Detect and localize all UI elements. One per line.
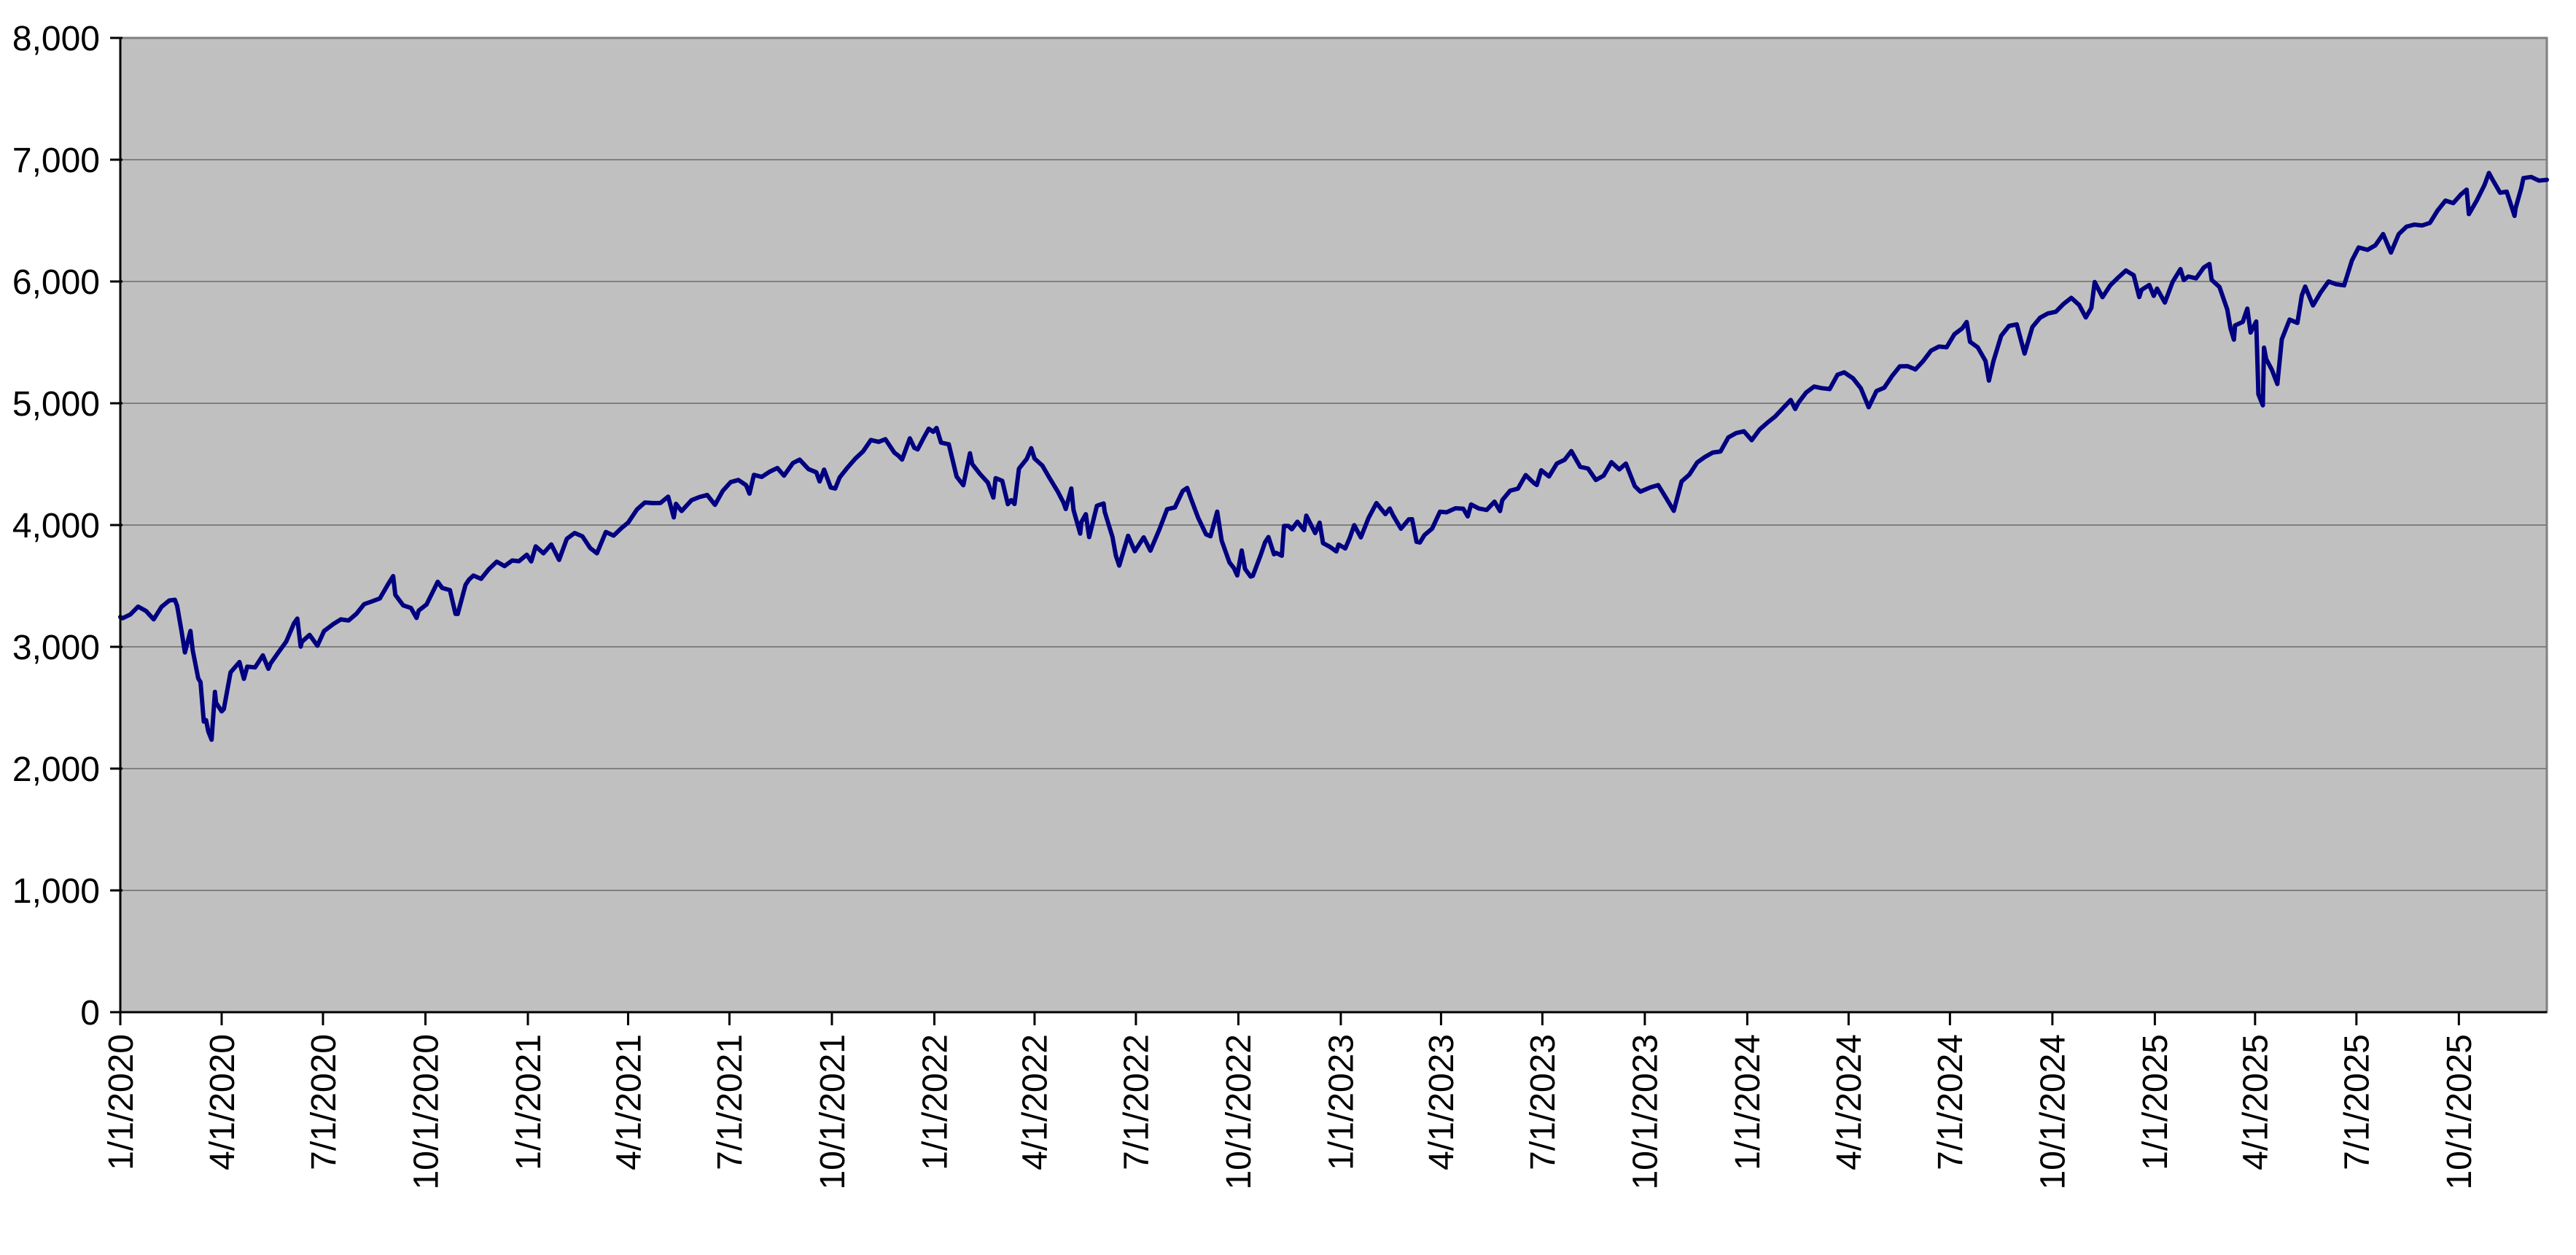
price-line [118,171,2549,742]
y-axis-label: 1,000 [12,872,100,911]
x-axis-label: 4/1/2022 [1016,1034,1055,1170]
x-axis-label: 10/1/2022 [1220,1034,1258,1190]
x-axis-label: 1/1/2020 [102,1034,141,1170]
x-axis-label: 4/1/2020 [203,1034,242,1170]
x-axis-label: 7/1/2025 [2338,1034,2377,1170]
x-axis-label: 10/1/2023 [1627,1034,1665,1190]
x-axis-label: 10/1/2025 [2440,1034,2479,1190]
x-axis-label: 4/1/2023 [1423,1034,1461,1170]
x-axis-label: 1/1/2021 [510,1034,548,1170]
y-axis-label: 3,000 [12,629,100,667]
y-axis-label: 8,000 [12,20,100,58]
x-axis-label: 7/1/2023 [1524,1034,1563,1170]
y-axis-label: 7,000 [12,141,100,180]
x-axis-label: 1/1/2025 [2136,1034,2175,1170]
y-axis-label: 5,000 [12,385,100,424]
x-axis-label: 1/1/2024 [1729,1034,1767,1170]
x-axis-label: 1/1/2022 [916,1034,954,1170]
y-axis-label: 0 [80,994,100,1033]
x-axis-label: 10/1/2021 [814,1034,852,1190]
x-axis-label: 4/1/2025 [2237,1034,2276,1170]
x-axis-label: 4/1/2024 [1830,1034,1869,1170]
x-axis-label: 7/1/2022 [1118,1034,1156,1170]
x-axis-label: 1/1/2023 [1323,1034,1361,1170]
x-axis-label: 7/1/2021 [711,1034,750,1170]
x-axis-label: 7/1/2024 [1931,1034,1970,1170]
y-axis-label: 2,000 [12,750,100,789]
x-axis-label: 4/1/2021 [610,1034,648,1170]
x-axis-label: 10/1/2020 [407,1034,445,1190]
x-axis-label: 7/1/2020 [305,1034,343,1170]
y-axis-label: 4,000 [12,507,100,545]
y-axis-label: 6,000 [12,263,100,302]
x-axis-label: 10/1/2024 [2034,1034,2073,1190]
